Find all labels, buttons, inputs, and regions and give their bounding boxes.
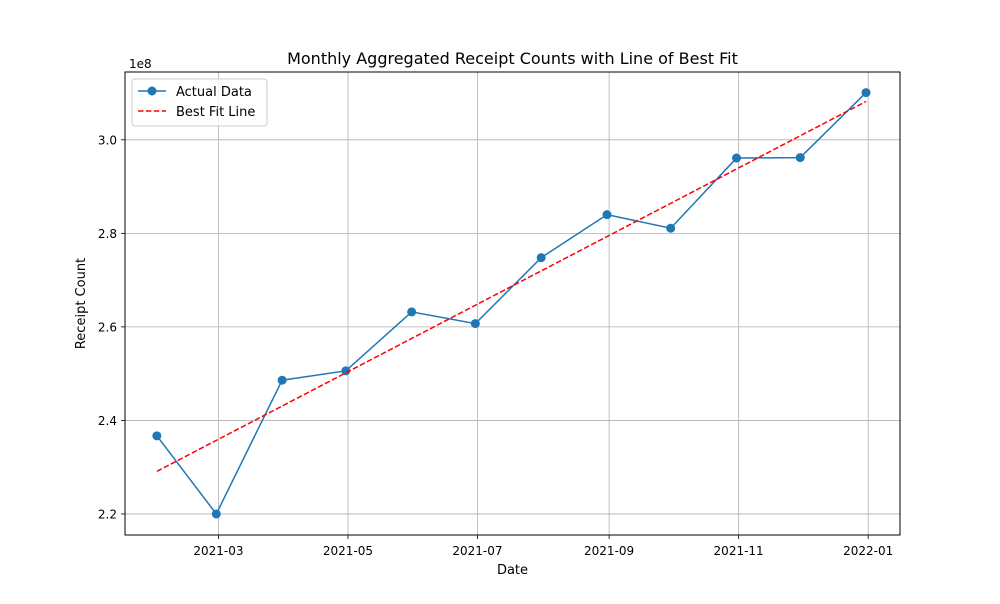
x-tick-label: 2021-03 — [193, 544, 243, 558]
legend-marker-actual — [147, 86, 157, 96]
data-point — [732, 153, 742, 163]
grid — [125, 72, 900, 535]
data-point — [211, 509, 221, 519]
x-tick-label: 2021-05 — [323, 544, 373, 558]
chart-title: Monthly Aggregated Receipt Counts with L… — [287, 49, 738, 68]
x-axis-label: Date — [497, 563, 528, 578]
data-point — [277, 375, 287, 385]
legend-label-best-fit: Best Fit Line — [176, 105, 255, 120]
x-tick-label: 2021-09 — [584, 544, 634, 558]
x-tick-label: 2021-11 — [714, 544, 764, 558]
data-point — [470, 319, 480, 329]
x-tick-label: 2022-01 — [843, 544, 893, 558]
data-point — [861, 88, 871, 98]
y-tick-label: 2.6 — [98, 320, 117, 334]
data-point — [536, 253, 546, 263]
data-point — [666, 223, 676, 233]
series — [152, 88, 871, 519]
legend-label-actual: Actual Data — [176, 85, 252, 100]
y-tick-label: 2.2 — [98, 507, 117, 521]
data-point — [341, 366, 351, 376]
data-point — [602, 210, 612, 220]
x-tick-label: 2021-07 — [452, 544, 502, 558]
series-line-best-fit — [156, 100, 867, 473]
y-tick-label: 3.0 — [98, 133, 117, 147]
y-tick-label: 2.4 — [98, 414, 117, 428]
plot-frame — [124, 71, 901, 536]
y-tick-label: 2.8 — [98, 227, 117, 241]
y-axis-label: Receipt Count — [74, 258, 89, 349]
series-line-actual-data — [156, 92, 867, 516]
legend: Actual Data Best Fit Line — [131, 78, 268, 127]
axis-ticks: 2021-03 2021-05 2021-07 2021-09 2021-11 2022-… — [98, 133, 893, 558]
y-axis-offset-label: 1e8 — [129, 57, 152, 71]
data-point — [152, 431, 162, 441]
data-point — [407, 307, 417, 317]
data-point — [795, 153, 805, 163]
